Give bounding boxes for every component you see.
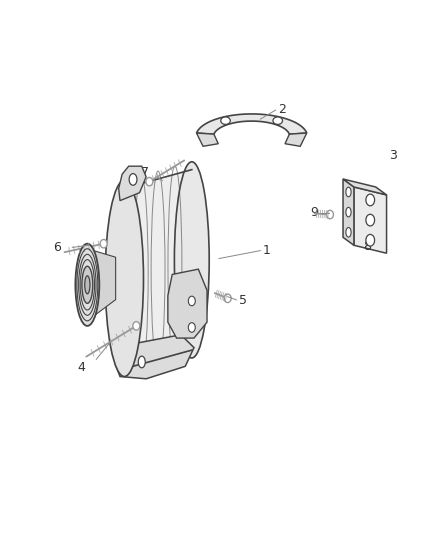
Polygon shape [354, 187, 387, 253]
Ellipse shape [366, 235, 374, 246]
Polygon shape [116, 335, 194, 379]
Text: 3: 3 [389, 149, 397, 161]
Polygon shape [168, 269, 207, 338]
Ellipse shape [326, 211, 333, 219]
Text: 5: 5 [239, 294, 247, 308]
Text: 2: 2 [278, 102, 286, 116]
Ellipse shape [346, 207, 351, 217]
Ellipse shape [133, 321, 140, 330]
Polygon shape [197, 133, 218, 146]
Polygon shape [285, 133, 307, 146]
Ellipse shape [188, 322, 195, 332]
Polygon shape [119, 166, 146, 200]
Ellipse shape [221, 117, 230, 124]
Ellipse shape [105, 180, 144, 376]
Ellipse shape [146, 177, 153, 186]
Ellipse shape [366, 214, 374, 226]
Polygon shape [124, 169, 192, 369]
Ellipse shape [129, 174, 137, 185]
Text: 4: 4 [78, 361, 85, 374]
Ellipse shape [138, 356, 145, 368]
Ellipse shape [224, 294, 231, 303]
Ellipse shape [346, 187, 351, 197]
Ellipse shape [346, 228, 351, 237]
Text: 6: 6 [53, 241, 60, 254]
Text: 7: 7 [141, 166, 149, 179]
Text: 9: 9 [311, 206, 318, 220]
Ellipse shape [82, 266, 93, 303]
Ellipse shape [85, 276, 90, 294]
Polygon shape [87, 249, 116, 321]
Ellipse shape [273, 117, 283, 124]
Ellipse shape [366, 194, 374, 206]
Polygon shape [343, 179, 387, 195]
Ellipse shape [75, 244, 99, 326]
Ellipse shape [174, 162, 209, 358]
Polygon shape [343, 179, 354, 245]
Ellipse shape [100, 239, 107, 248]
Text: 8: 8 [364, 240, 371, 253]
Polygon shape [197, 114, 307, 134]
Ellipse shape [188, 296, 195, 306]
Text: 1: 1 [262, 244, 270, 257]
